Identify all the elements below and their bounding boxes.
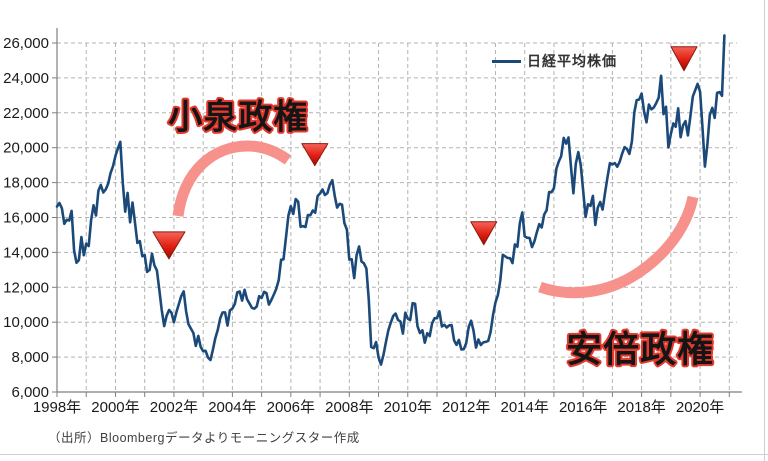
x-tick-label: 2004年 — [208, 399, 256, 416]
x-tick-label: 1998年 — [33, 399, 81, 416]
chart-legend: 日経平均株価 — [492, 51, 617, 71]
y-tick-label: 18,000 — [3, 175, 49, 192]
window-frame-right — [764, 0, 765, 461]
window-frame-bottom — [0, 454, 768, 455]
source-note: （出所）Bloombergデータよりモーニングスター作成 — [48, 431, 360, 445]
annotation-text-0: 小泉政権 — [168, 99, 308, 137]
x-tick-label: 2018年 — [617, 399, 665, 416]
x-tick-label: 2008年 — [325, 399, 373, 416]
legend-label: 日経平均株価 — [527, 53, 617, 69]
y-tick-label: 26,000 — [3, 35, 49, 52]
x-tick-label: 2006年 — [267, 399, 315, 416]
x-tick-label: 2020年 — [676, 399, 724, 416]
y-tick-label: 14,000 — [3, 244, 49, 261]
x-tick-label: 2010年 — [384, 399, 432, 416]
koizumi-start-marker — [152, 231, 186, 260]
y-tick-label: 20,000 — [3, 140, 49, 157]
y-tick-label: 24,000 — [3, 70, 49, 87]
koizumi-end-marker — [301, 143, 329, 167]
x-tick-label: 2000年 — [91, 399, 139, 416]
y-tick-label: 10,000 — [3, 314, 49, 331]
annotation-text-1: 安倍政権 — [566, 328, 714, 369]
abe-start-marker — [470, 221, 498, 246]
x-tick-label: 2002年 — [150, 399, 198, 416]
abe-end-marker — [670, 46, 698, 72]
y-tick-label: 12,000 — [3, 279, 49, 296]
x-tick-label: 2016年 — [559, 399, 607, 416]
legend-line-swatch — [492, 59, 521, 63]
y-tick-label: 16,000 — [3, 210, 49, 227]
y-tick-label: 8,000 — [11, 349, 49, 366]
nikkei-line — [55, 34, 726, 366]
x-tick-label: 2012年 — [442, 399, 490, 416]
y-tick-label: 22,000 — [3, 105, 49, 122]
abe-arc — [538, 195, 699, 299]
x-tick-label: 2014年 — [501, 399, 549, 416]
koizumi-arc — [172, 140, 292, 217]
y-tick-label: 6,000 — [11, 384, 49, 401]
